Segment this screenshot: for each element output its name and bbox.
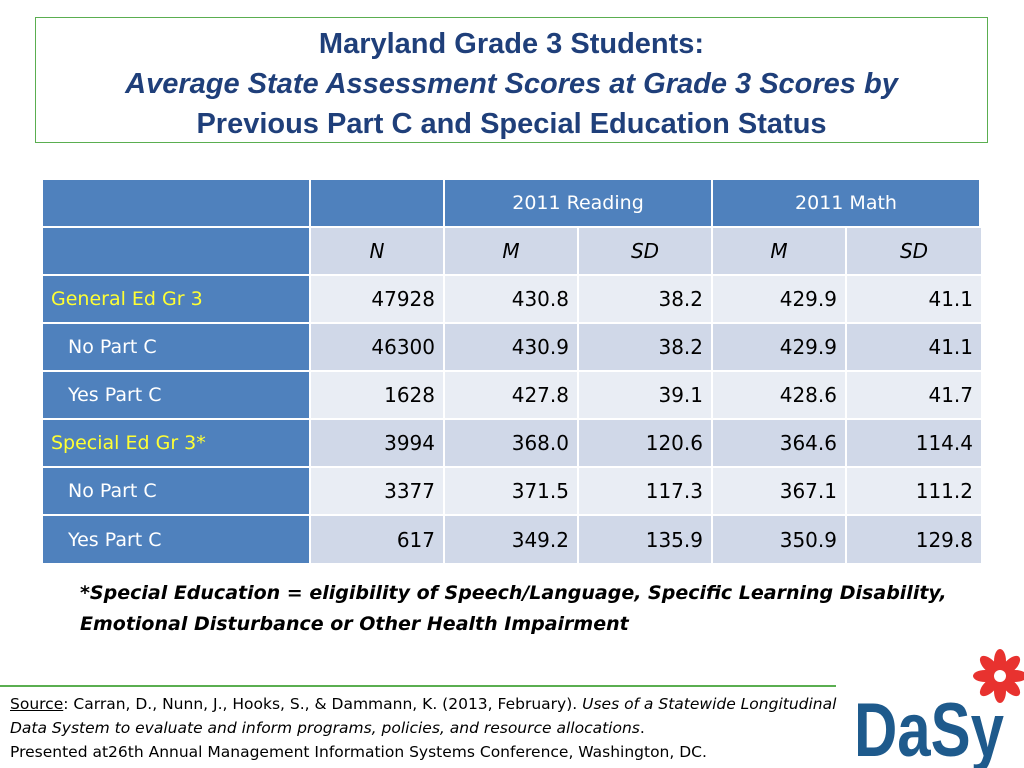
value-cell: 617 bbox=[311, 516, 443, 563]
subheader-cell: M bbox=[713, 228, 845, 274]
header-cell: 2011 Math bbox=[713, 180, 979, 226]
value-cell: 46300 bbox=[311, 324, 443, 370]
footnote: *Special Education = eligibility of Spee… bbox=[80, 578, 947, 640]
value-cell: 47928 bbox=[311, 276, 443, 322]
subheader-cell: M bbox=[445, 228, 577, 274]
source-venue: Presented at26th Annual Management Infor… bbox=[10, 743, 707, 761]
value-cell: 135.9 bbox=[579, 516, 711, 563]
value-cell: 349.2 bbox=[445, 516, 577, 563]
value-cell: 41.1 bbox=[847, 324, 981, 370]
row-label: Yes Part C bbox=[43, 372, 309, 418]
logo: DaSy bbox=[854, 649, 1024, 768]
title-line: Average State Assessment Scores at Grade… bbox=[125, 68, 898, 100]
value-cell: 41.7 bbox=[847, 372, 981, 418]
value-cell: 429.9 bbox=[713, 276, 845, 322]
group-label: Special Ed Gr 3* bbox=[43, 420, 309, 466]
header-cell bbox=[311, 180, 443, 226]
value-cell: 371.5 bbox=[445, 468, 577, 514]
value-cell: 430.9 bbox=[445, 324, 577, 370]
title-box: Maryland Grade 3 Students: Average State… bbox=[35, 17, 988, 143]
subheader-cell: SD bbox=[847, 228, 981, 274]
value-cell: 427.8 bbox=[445, 372, 577, 418]
value-cell: 38.2 bbox=[579, 324, 711, 370]
value-cell: 38.2 bbox=[579, 276, 711, 322]
value-cell: 111.2 bbox=[847, 468, 981, 514]
title-line: Maryland Grade 3 Students: bbox=[318, 28, 705, 60]
header-cell: 2011 Reading bbox=[445, 180, 711, 226]
source-end: . bbox=[639, 719, 645, 737]
value-cell: 3377 bbox=[311, 468, 443, 514]
header-cell bbox=[43, 228, 309, 274]
row-label: No Part C bbox=[43, 468, 309, 514]
value-cell: 41.1 bbox=[847, 276, 981, 322]
value-cell: 114.4 bbox=[847, 420, 981, 466]
footnote-line: *Special Education = eligibility of Spee… bbox=[80, 582, 947, 604]
source-label: Source bbox=[10, 695, 64, 713]
footnote-line: Emotional Disturbance or Other Health Im… bbox=[80, 613, 629, 635]
value-cell: 1628 bbox=[311, 372, 443, 418]
value-cell: 368.0 bbox=[445, 420, 577, 466]
value-cell: 120.6 bbox=[579, 420, 711, 466]
value-cell: 428.6 bbox=[713, 372, 845, 418]
row-label: Yes Part C bbox=[43, 516, 309, 563]
source-text: : Carran, D., Nunn, J., Hooks, S., & Dam… bbox=[63, 695, 583, 713]
value-cell: 430.8 bbox=[445, 276, 577, 322]
source-work: Uses of a Statewide Longitudinal Data Sy… bbox=[10, 695, 837, 737]
logo-flower bbox=[973, 649, 1024, 703]
header-cell bbox=[43, 180, 309, 226]
value-cell: 129.8 bbox=[847, 516, 981, 563]
value-cell: 117.3 bbox=[579, 468, 711, 514]
source: Source: Carran, D., Nunn, J., Hooks, S.,… bbox=[10, 692, 840, 764]
value-cell: 39.1 bbox=[579, 372, 711, 418]
value-cell: 350.9 bbox=[713, 516, 845, 563]
group-label: General Ed Gr 3 bbox=[43, 276, 309, 322]
title-line: Previous Part C and Special Education St… bbox=[196, 108, 827, 140]
value-cell: 364.6 bbox=[713, 420, 845, 466]
divider bbox=[0, 685, 836, 687]
subheader-cell: SD bbox=[579, 228, 711, 274]
logo-text: DaSy bbox=[854, 688, 1004, 768]
value-cell: 429.9 bbox=[713, 324, 845, 370]
subheader-cell: N bbox=[311, 228, 443, 274]
value-cell: 3994 bbox=[311, 420, 443, 466]
value-cell: 367.1 bbox=[713, 468, 845, 514]
row-label: No Part C bbox=[43, 324, 309, 370]
